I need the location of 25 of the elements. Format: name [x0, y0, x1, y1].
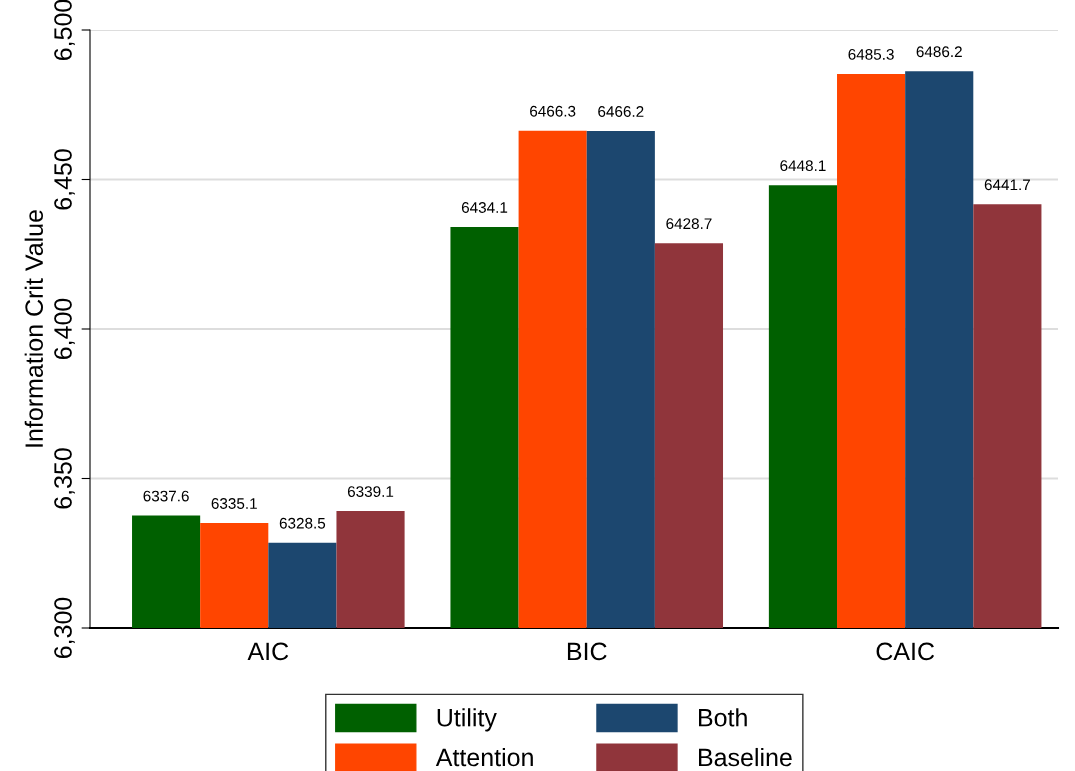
y-tick-label: 6,300 [54, 597, 75, 659]
legend-label: Attention [435, 747, 533, 767]
data-label: 6486.2 [916, 46, 962, 58]
legend-label: Both [699, 708, 747, 727]
x-tick-label: AIC [247, 642, 289, 661]
x-tick-label: BIC [567, 642, 607, 661]
data-label: 6328.5 [279, 517, 326, 529]
data-label: 6337.6 [143, 490, 189, 502]
y-axis-title: Information Crit Value [24, 210, 43, 447]
y-tick-label: 6,400 [54, 298, 75, 360]
data-label: 6428.7 [666, 218, 712, 230]
data-label: 6335.1 [211, 498, 257, 509]
y-tick-label: 6,350 [54, 448, 75, 509]
y-tick-label: 6,500 [54, 0, 75, 61]
legend-label: Utility [437, 708, 497, 732]
legend-label: Baseline [699, 747, 792, 767]
data-label: 6441.7 [984, 179, 1030, 191]
y-tick-label: 6,450 [54, 149, 75, 210]
data-label: 6466.3 [530, 105, 576, 117]
data-label: 6434.1 [461, 202, 508, 213]
x-tick-label: CAIC [876, 642, 935, 661]
data-label: 6339.1 [347, 486, 394, 497]
data-label: 6448.1 [780, 160, 826, 172]
data-label: 6466.2 [598, 106, 644, 117]
data-label: 6485.3 [848, 49, 894, 60]
